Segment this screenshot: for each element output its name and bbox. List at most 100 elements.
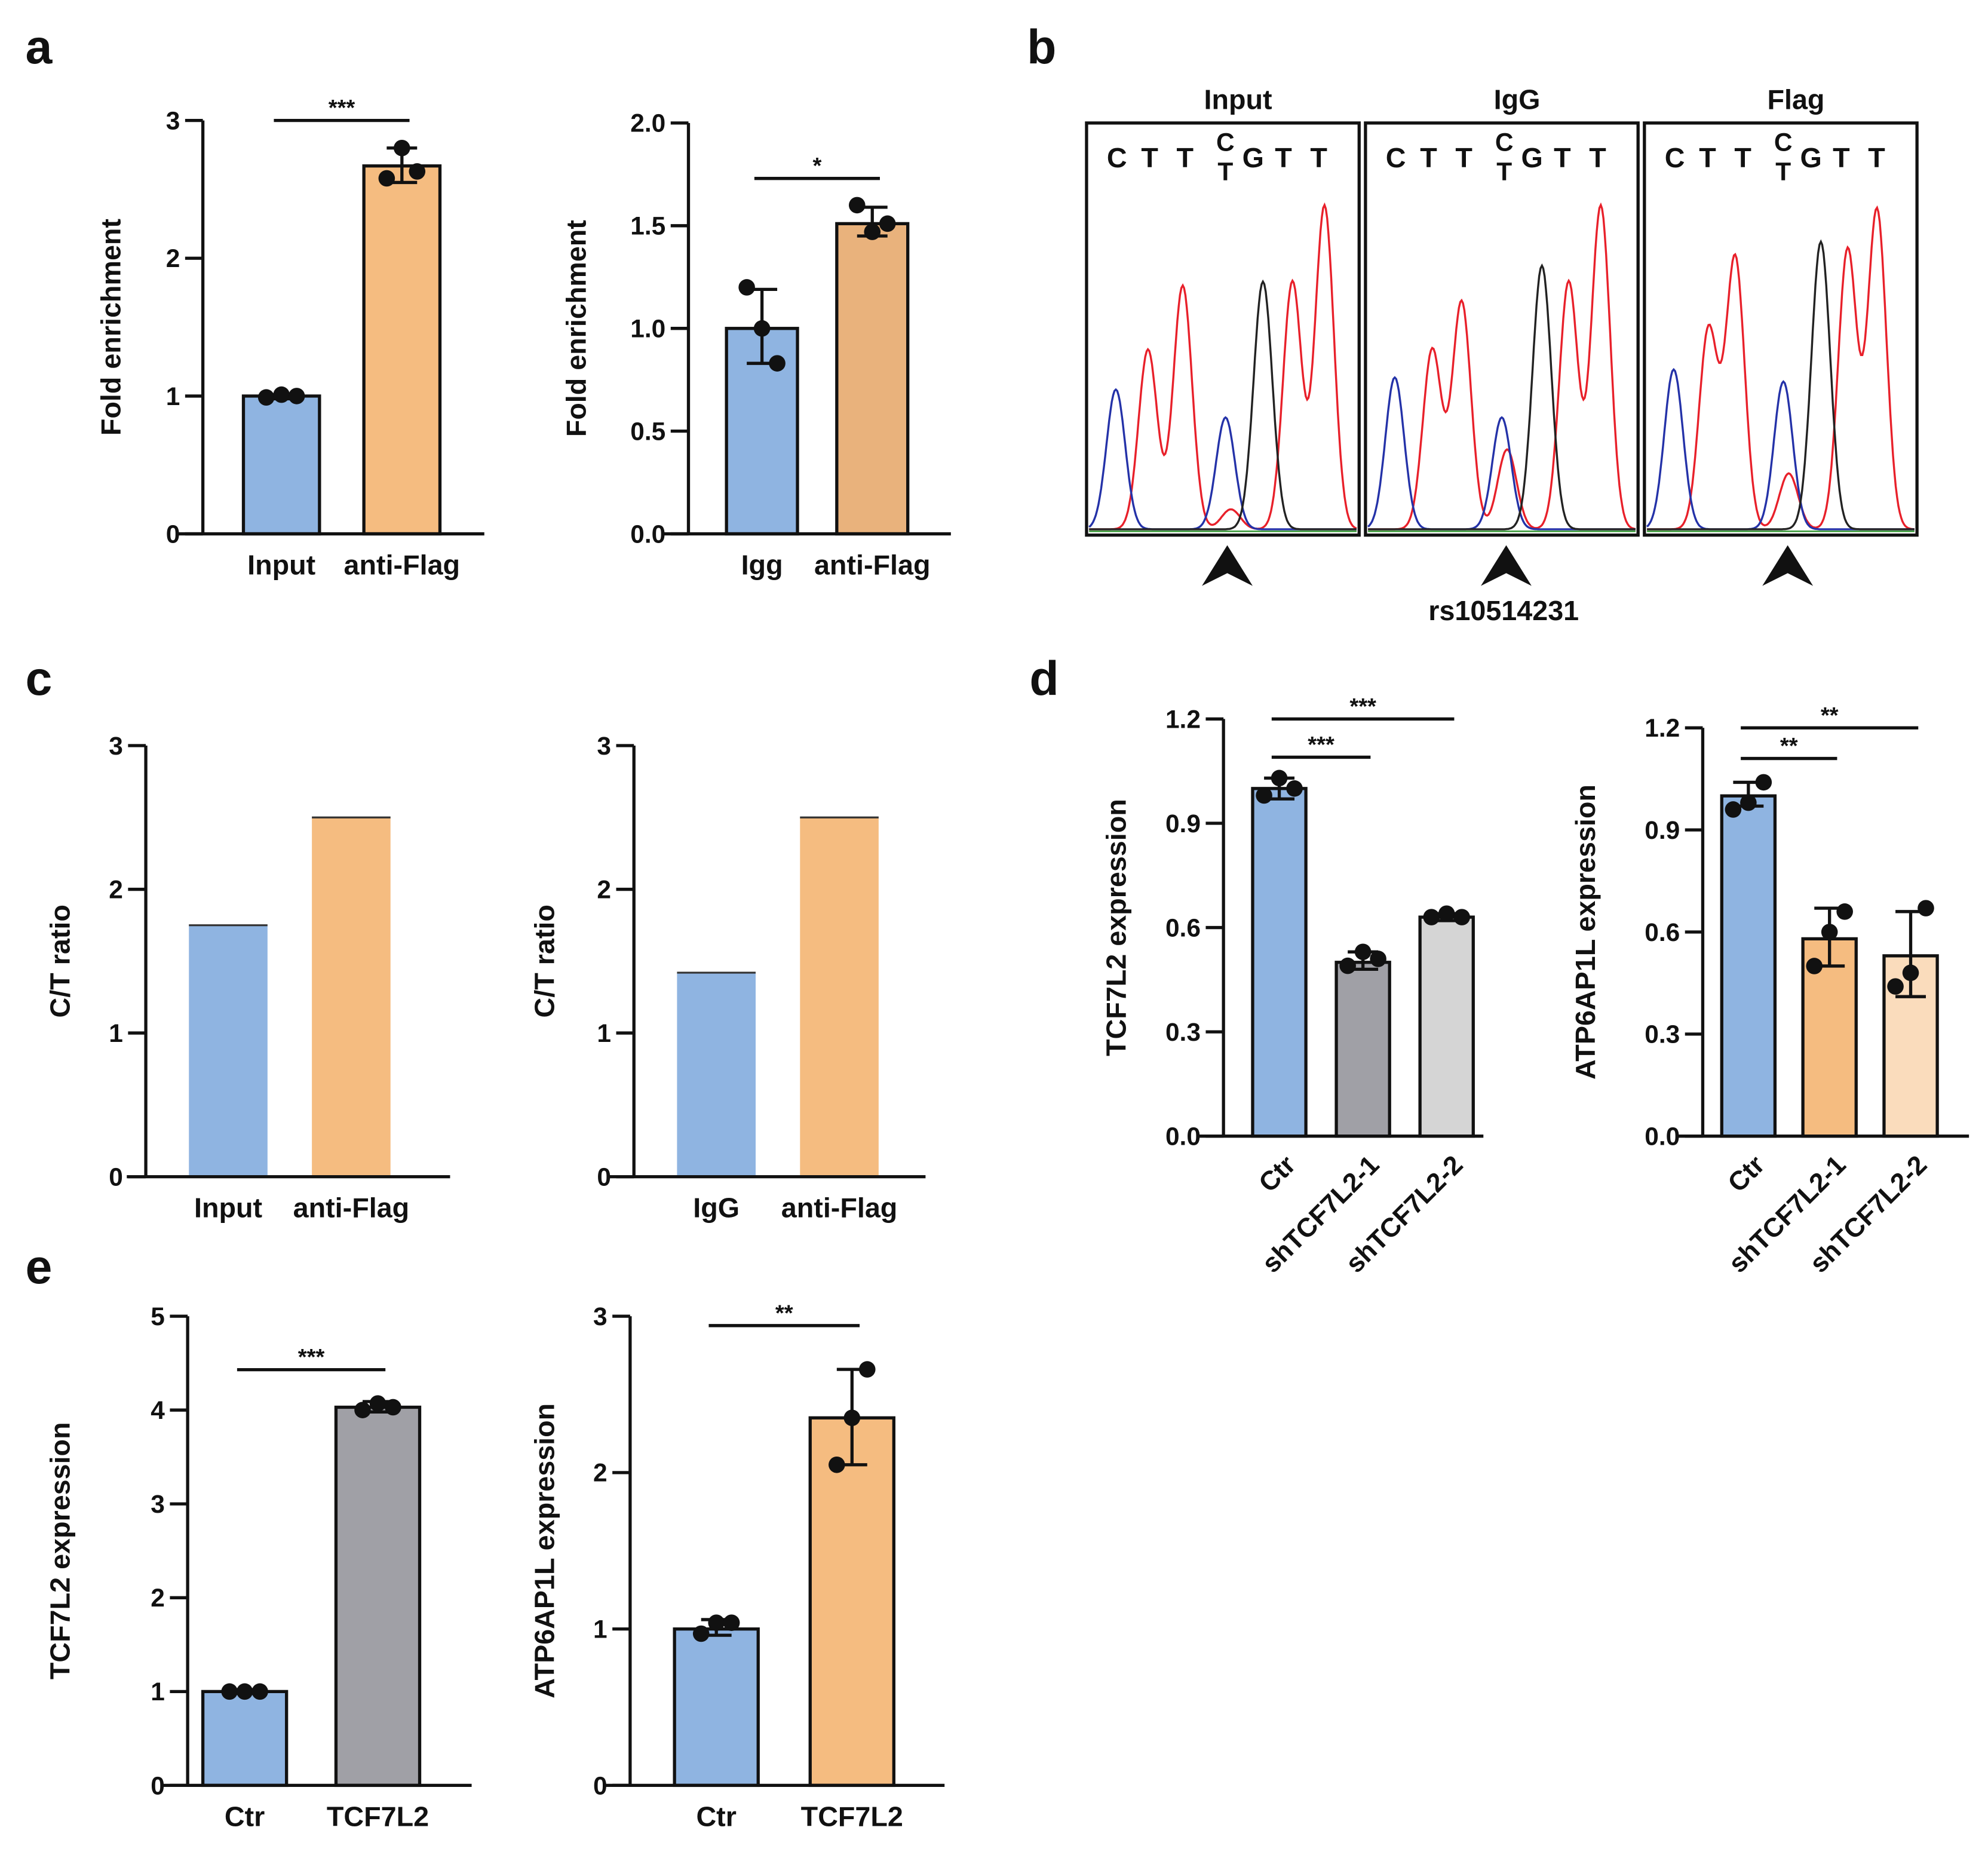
y-axis-label: C/T ratio xyxy=(529,905,560,1017)
data-point xyxy=(708,1614,725,1631)
base-call: G xyxy=(1242,142,1264,173)
chart-a2: Igg anti-Flag 0.0 0.5 1.0 1.5 2.0 Fold enrichme… xyxy=(561,109,951,580)
snp-label: rs10514231 xyxy=(1428,595,1579,626)
y-tick-label: 0.0 xyxy=(1165,1123,1201,1151)
y-axis-label: C/T ratio xyxy=(45,905,76,1017)
chromatogram-title: Input xyxy=(1204,84,1272,115)
data-point xyxy=(1370,951,1386,967)
data-point xyxy=(1806,958,1823,974)
y-axis-label: Fold enrichment xyxy=(561,220,592,437)
base-call: C xyxy=(1774,128,1793,157)
data-point xyxy=(1755,774,1772,791)
y-tick-label: 1.2 xyxy=(1645,714,1680,742)
data-point xyxy=(723,1614,740,1631)
y-tick-label: 0 xyxy=(597,1163,611,1191)
base-call: T xyxy=(1455,142,1472,173)
arrowhead-icon xyxy=(1762,545,1814,586)
bar-anti-Flag xyxy=(800,817,879,1177)
base-call: G xyxy=(1521,142,1543,173)
y-axis-label: ATP6AP1L expression xyxy=(529,1403,560,1699)
y-tick-label: 3 xyxy=(597,732,611,760)
bar-TCF7L2 xyxy=(808,1416,895,1788)
trace-red xyxy=(1089,202,1357,531)
data-point xyxy=(738,279,755,296)
bar-TCF7L2 xyxy=(334,1405,422,1788)
chromatogram-title: Flag xyxy=(1767,84,1824,115)
x-tick-label: anti-Flag xyxy=(814,549,931,580)
chart-e1: Ctr TCF7L2 0 1 2 3 4 5 TCF7L2 expression *** xyxy=(45,1302,472,1832)
data-point xyxy=(829,1456,845,1473)
bar-Input xyxy=(189,925,268,1177)
y-tick-label: 0.6 xyxy=(1645,918,1680,946)
x-tick-label: anti-Flag xyxy=(293,1192,410,1224)
data-point xyxy=(1339,957,1356,974)
data-point xyxy=(288,388,305,404)
chromatogram-frame xyxy=(1643,121,1919,537)
chart-d1: CtrshTCF7L2-1shTCF7L2-20.00.30.60.91.2TC… xyxy=(1101,694,1484,1279)
significance-label: ** xyxy=(1821,703,1839,728)
chart-c2: IgG anti-Flag 0 1 2 3 C/T ratio xyxy=(529,732,926,1224)
data-point xyxy=(394,139,410,157)
bar-Input xyxy=(241,394,321,536)
y-tick-label: 0.0 xyxy=(1645,1123,1680,1151)
data-point xyxy=(1918,900,1934,916)
chart-a1: Input anti-Flag 0 1 2 3 Fold enrichment *** xyxy=(96,95,484,580)
x-tick-label: Ctr xyxy=(1722,1150,1770,1198)
bar-IgG xyxy=(677,973,756,1177)
arrowhead-icon xyxy=(1202,545,1253,586)
base-call: T xyxy=(1589,142,1606,173)
y-tick-label: 1.2 xyxy=(1165,705,1201,733)
data-point xyxy=(385,1399,401,1416)
bar-Ctr xyxy=(201,1690,289,1788)
data-point xyxy=(843,1409,861,1427)
significance-label: ** xyxy=(1780,733,1798,759)
arrowhead-icon xyxy=(1481,545,1532,586)
x-tick-label: Ctr xyxy=(696,1801,736,1832)
y-tick-label: 2.0 xyxy=(630,109,665,137)
data-point xyxy=(879,215,896,232)
y-tick-label: 5 xyxy=(151,1302,165,1330)
x-tick-label: TCF7L2 xyxy=(327,1801,429,1832)
data-point xyxy=(1271,769,1288,787)
data-point xyxy=(1286,780,1303,797)
base-call: T xyxy=(1420,142,1437,173)
base-call: T xyxy=(1833,142,1850,173)
base-call: C xyxy=(1495,128,1514,157)
chromatogram-title: IgG xyxy=(1494,84,1541,115)
data-point xyxy=(1354,943,1372,961)
data-point xyxy=(858,1361,876,1378)
y-tick-label: 0.9 xyxy=(1645,816,1680,844)
panel-letter-a: a xyxy=(25,20,53,74)
significance-label: *** xyxy=(298,1344,325,1370)
x-tick-label: anti-Flag xyxy=(344,549,461,580)
y-tick-label: 4 xyxy=(151,1396,165,1424)
significance-label: ** xyxy=(775,1300,793,1326)
y-tick-label: 1.5 xyxy=(630,212,665,240)
base-call: T xyxy=(1275,142,1292,173)
data-point xyxy=(848,197,866,214)
chart-e2: Ctr TCF7L2 0 1 2 3 ATP6AP1L expression ** xyxy=(529,1300,945,1832)
y-tick-label: 0.6 xyxy=(1165,913,1201,942)
chromatogram-frame xyxy=(1364,121,1640,537)
chart-c1: Input anti-Flag 0 1 2 3 C/T ratio xyxy=(45,732,450,1224)
trace-black xyxy=(1089,279,1357,531)
y-tick-label: 2 xyxy=(593,1459,608,1487)
x-tick-label: Ctr xyxy=(225,1801,265,1832)
bar-shTCF7L2-1 xyxy=(1334,961,1391,1138)
y-axis-label: TCF7L2 expression xyxy=(1101,799,1132,1056)
data-point xyxy=(1725,801,1742,818)
base-call: T xyxy=(1310,142,1327,173)
data-point xyxy=(369,1395,386,1412)
trace-red xyxy=(1647,205,1915,531)
significance-label: *** xyxy=(1308,732,1334,758)
y-axis-label: ATP6AP1L expression xyxy=(1570,784,1601,1080)
y-tick-label: 0.5 xyxy=(630,417,665,445)
base-call: T xyxy=(1734,142,1751,173)
base-call: C xyxy=(1665,142,1685,173)
y-tick-label: 3 xyxy=(593,1302,608,1330)
y-tick-label: 2 xyxy=(151,1584,165,1612)
y-axis-label: TCF7L2 expression xyxy=(45,1422,76,1679)
y-tick-label: 1 xyxy=(166,382,180,410)
